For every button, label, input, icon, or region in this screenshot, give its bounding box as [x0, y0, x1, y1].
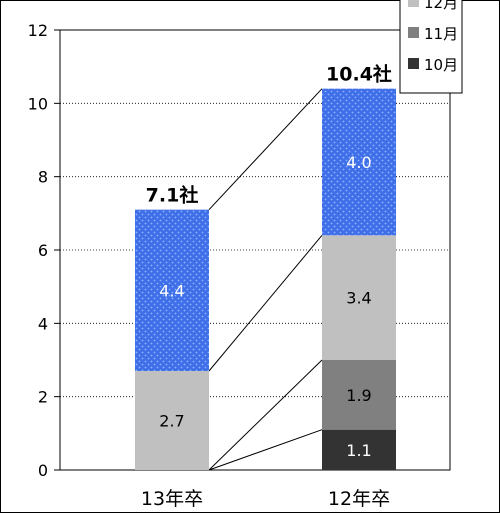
- bar-segment: [135, 209, 209, 371]
- connector-line: [208, 359, 323, 471]
- legend-label: 12月: [424, 0, 458, 12]
- legend-box: [399, 0, 463, 94]
- data-label: 4.0: [346, 153, 371, 172]
- connector-line: [208, 429, 323, 471]
- y-tick-label: 6: [38, 241, 48, 260]
- bar-segment: [322, 360, 396, 430]
- x-tick-label: 13年卒: [141, 488, 203, 510]
- legend-swatch: [408, 27, 419, 38]
- y-tick-label: 12: [28, 21, 48, 40]
- data-label: 2.7: [159, 412, 184, 431]
- legend-label: 10月: [424, 56, 458, 74]
- legend-label: 11月: [424, 25, 458, 43]
- y-tick-label: 2: [38, 388, 48, 407]
- legend-swatch: [408, 0, 419, 7]
- y-tick-label: 10: [28, 94, 48, 113]
- bar-segment: [322, 429, 396, 470]
- total-label: 7.1社: [146, 184, 199, 207]
- data-label: 4.4: [159, 281, 184, 300]
- data-label: 1.1: [346, 441, 371, 460]
- y-tick-label: 4: [38, 314, 48, 333]
- legend-swatch: [408, 58, 419, 69]
- x-tick-label: 12年卒: [328, 488, 390, 510]
- y-tick-label: 8: [38, 168, 48, 187]
- data-label: 3.4: [346, 289, 371, 308]
- total-label: 10.4社: [326, 63, 392, 86]
- bar-segment: [322, 235, 396, 360]
- connector-line: [208, 88, 323, 211]
- y-tick-label: 0: [38, 461, 48, 480]
- data-label: 1.9: [346, 386, 371, 405]
- bar-segment: [135, 371, 209, 470]
- data-labels: 1.1 1.9 2.7 3.4 4.4 4.0 7.1社 10.4社: [146, 63, 392, 460]
- bars: [135, 88, 396, 470]
- connector-line: [208, 235, 323, 372]
- bar-segment: [322, 88, 396, 236]
- connector-lines: [208, 88, 323, 471]
- legend: 12月 11月 10月: [399, 0, 463, 94]
